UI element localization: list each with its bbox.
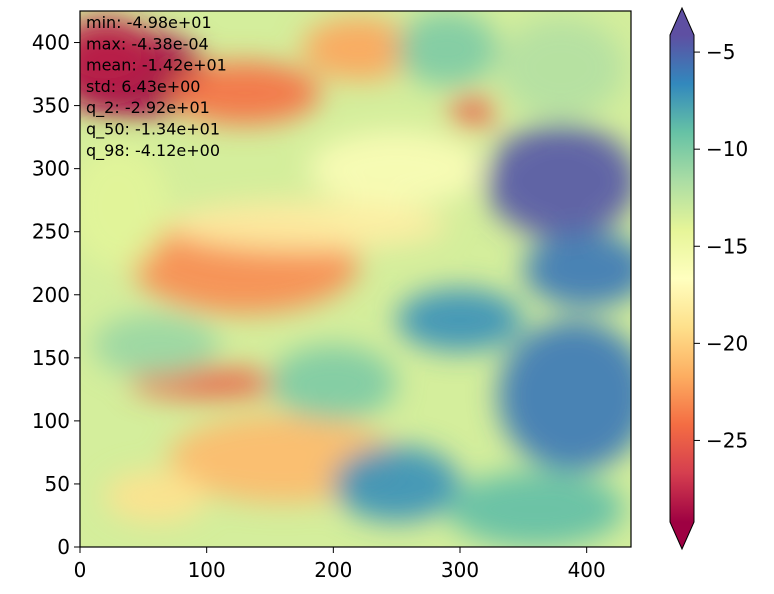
plot-frame [79, 10, 632, 548]
stat-mean: mean: -1.42e+01 [86, 56, 227, 75]
field-region [301, 17, 416, 81]
y-tick-label: 350 [32, 94, 70, 118]
colorbar-gradient [670, 35, 694, 522]
field-region [92, 313, 220, 377]
field-region [447, 471, 625, 547]
y-axis: 0 50 100 150 200 250 300 350 400 [32, 31, 80, 559]
colorbar-tick-label: −15 [706, 234, 748, 258]
colorbar-tick-label: −10 [706, 137, 748, 161]
field-region [80, 17, 156, 93]
stat-q-98: q_98: -4.12e+00 [86, 141, 220, 161]
colorbar-outline [669, 6, 695, 551]
stat-max: max: -4.38e-04 [86, 34, 209, 53]
y-tick-label: 200 [32, 283, 70, 307]
y-tick-label: 250 [32, 220, 70, 244]
x-tick-label: 300 [441, 558, 479, 582]
x-tick-label: 200 [314, 558, 352, 582]
field-region [449, 96, 496, 128]
field-region [396, 11, 499, 87]
field-region [333, 446, 460, 522]
stat-min: min: -4.98e+01 [86, 13, 212, 32]
y-tick-label: 300 [32, 157, 70, 181]
field-region [497, 17, 625, 119]
colorbar: −25 −20 −15 −10 −5 [669, 6, 748, 551]
stats-annotation: min: -4.98e+01 max: -4.38e-04 mean: -1.42e… [86, 13, 227, 161]
colorbar-extend-max [670, 8, 694, 35]
colorbar-tick-label: −25 [706, 428, 748, 452]
stat-std: std: 6.43e+00 [86, 77, 200, 96]
field-region [168, 61, 321, 125]
y-tick-label: 0 [57, 535, 70, 559]
x-tick-label: 0 [74, 558, 87, 582]
colorbar-tick-label: −5 [706, 40, 735, 64]
x-axis: 0 100 200 300 400 [74, 547, 606, 582]
field-region [105, 471, 207, 522]
field-region [523, 231, 631, 308]
y-tick-label: 50 [45, 472, 70, 496]
colorbar-tick-label: −20 [706, 331, 748, 355]
field-region [168, 200, 448, 251]
stat-q-2: q_2: -2.92e+01 [86, 98, 210, 118]
field-region [308, 130, 486, 207]
field-region [396, 288, 524, 352]
y-tick-label: 400 [32, 31, 70, 55]
field-region [485, 124, 631, 238]
field-region [80, 143, 169, 270]
plot-area [80, 11, 631, 547]
field-region [498, 320, 631, 472]
field-region [270, 345, 397, 421]
y-tick-label: 150 [32, 346, 70, 370]
stat-q-50: q_50: -1.34e+01 [86, 120, 220, 140]
x-tick-label: 100 [188, 558, 226, 582]
colorbar-extend-min [670, 522, 694, 549]
y-tick-label: 100 [32, 409, 70, 433]
x-tick-label: 400 [568, 558, 606, 582]
